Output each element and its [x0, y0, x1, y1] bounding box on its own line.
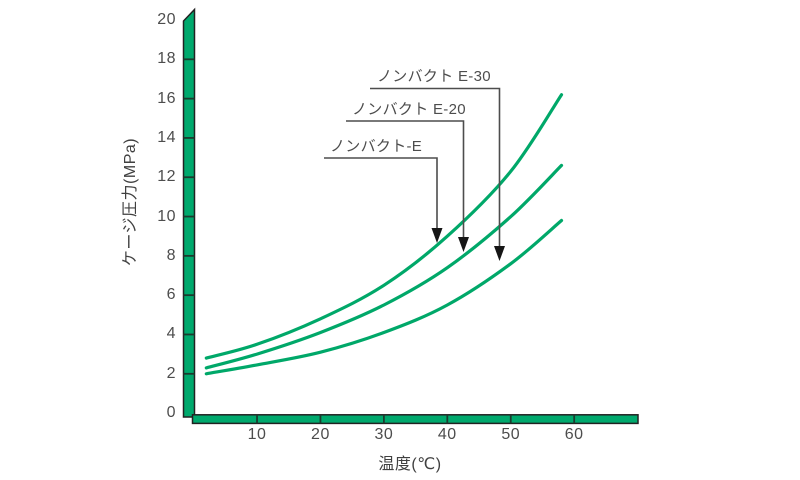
x-tick-label-10: 10 [247, 426, 267, 443]
curve-series-1 [204, 163, 564, 370]
y-tick-label-6: 6 [166, 286, 176, 304]
annotation-arrowhead-series-2 [494, 246, 505, 261]
y-axis-title: ケージ圧力(MPa) [122, 137, 139, 267]
y-tick-label-10: 10 [157, 207, 176, 225]
y-axis-bar [182, 7, 196, 418]
x-axis-bar [191, 414, 639, 425]
x-tick-label-60: 60 [564, 426, 584, 443]
y-tick-label-0: 0 [166, 404, 176, 422]
x-tick-label-40: 40 [437, 426, 457, 443]
curve-series-0 [204, 93, 564, 360]
y-tick-label-18: 18 [157, 50, 176, 68]
y-tick-label-20: 20 [157, 11, 176, 28]
x-tick-label-50: 50 [501, 426, 521, 443]
x-tick-label-30: 30 [374, 426, 394, 443]
annotation-arrowhead-series-0 [431, 228, 443, 243]
annotation-nonbact-e: ノンバクト-E [330, 138, 423, 155]
y-tick-label-14: 14 [157, 128, 176, 146]
annotation-nonbact-e20: ノンバクト E-20 [352, 101, 466, 118]
annotation-leader-series-0 [324, 157, 438, 230]
y-tick-label-4: 4 [166, 325, 176, 343]
y-tick-label-2: 2 [166, 364, 176, 382]
y-tick-label-12: 12 [157, 168, 176, 186]
x-tick-label-20: 20 [311, 426, 330, 443]
x-axis-title: 温度(℃) [378, 456, 442, 473]
annotation-leader-series-1 [346, 120, 465, 239]
y-tick-label-16: 16 [157, 89, 176, 107]
annotation-nonbact-e30: ノンバクト E-30 [377, 68, 491, 85]
curve-series-2 [204, 218, 564, 376]
y-tick-label-8: 8 [166, 246, 176, 264]
annotation-arrowhead-series-1 [458, 237, 469, 252]
annotation-leader-series-2 [370, 87, 501, 248]
